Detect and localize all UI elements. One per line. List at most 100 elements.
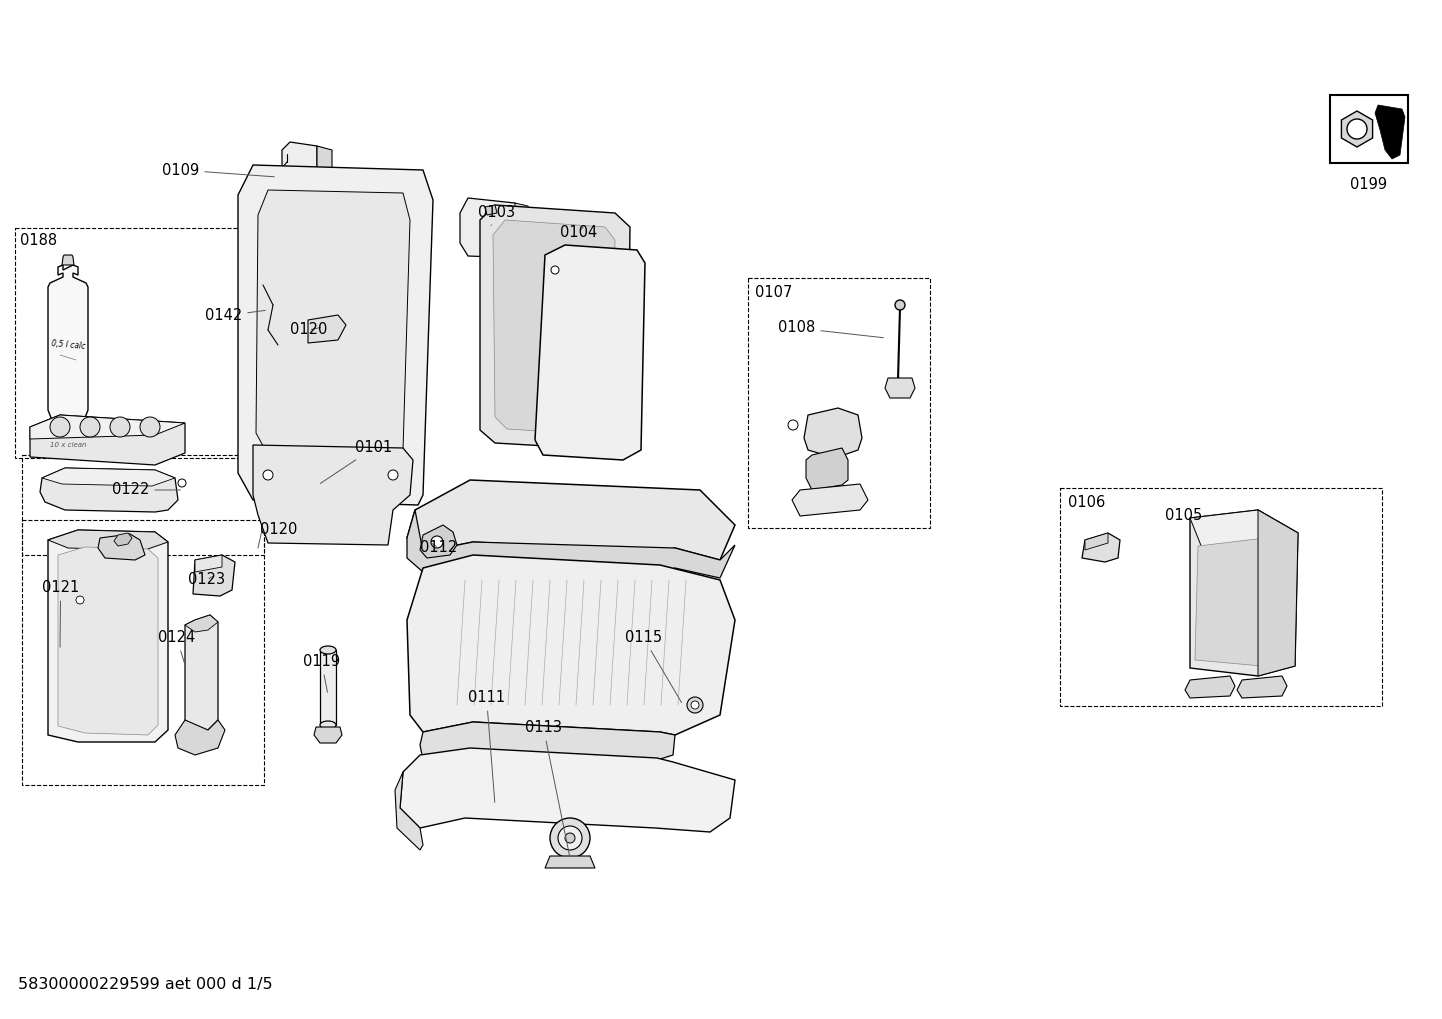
Text: 0109: 0109 [162, 162, 274, 177]
Polygon shape [535, 245, 645, 460]
Bar [1330, 95, 1407, 163]
Circle shape [110, 417, 130, 437]
Circle shape [691, 701, 699, 709]
Polygon shape [515, 203, 531, 223]
Circle shape [558, 826, 583, 850]
Polygon shape [309, 315, 346, 343]
Polygon shape [480, 205, 630, 450]
Polygon shape [185, 615, 218, 730]
Polygon shape [174, 720, 225, 755]
Text: 0120: 0120 [290, 322, 327, 337]
Polygon shape [885, 378, 916, 398]
Polygon shape [195, 555, 222, 572]
Circle shape [177, 479, 186, 487]
Text: 0115: 0115 [624, 631, 682, 703]
Circle shape [549, 818, 590, 858]
Polygon shape [407, 480, 735, 560]
Polygon shape [1376, 105, 1405, 159]
Circle shape [388, 470, 398, 480]
Polygon shape [185, 615, 218, 632]
Circle shape [76, 596, 84, 604]
Circle shape [895, 300, 906, 310]
Polygon shape [399, 748, 735, 832]
Polygon shape [257, 190, 410, 460]
Polygon shape [515, 228, 531, 250]
Circle shape [551, 266, 559, 274]
Polygon shape [114, 533, 133, 546]
Polygon shape [407, 555, 735, 735]
Text: 0142: 0142 [205, 309, 265, 323]
Polygon shape [1195, 538, 1291, 666]
Text: 0123: 0123 [187, 573, 225, 588]
Polygon shape [317, 146, 332, 210]
Polygon shape [1084, 533, 1107, 550]
Text: 0199: 0199 [1351, 177, 1387, 192]
Bar [14, 228, 262, 458]
Polygon shape [30, 415, 185, 439]
Polygon shape [48, 530, 169, 550]
Polygon shape [545, 856, 596, 868]
Text: 0103: 0103 [477, 205, 515, 225]
Polygon shape [40, 468, 177, 512]
Polygon shape [58, 547, 159, 735]
Text: 10 x clean: 10 x clean [50, 442, 87, 448]
Text: 0121: 0121 [42, 581, 79, 647]
Polygon shape [1341, 111, 1373, 147]
Circle shape [50, 417, 71, 437]
Polygon shape [407, 510, 735, 578]
Polygon shape [48, 265, 88, 423]
Polygon shape [1257, 510, 1298, 676]
Polygon shape [1190, 510, 1298, 676]
Polygon shape [62, 255, 74, 265]
Circle shape [1347, 119, 1367, 139]
Text: 0105: 0105 [1165, 508, 1203, 523]
Polygon shape [460, 198, 521, 258]
Polygon shape [98, 534, 146, 560]
Text: 0113: 0113 [525, 720, 570, 855]
Ellipse shape [320, 721, 336, 729]
Polygon shape [42, 468, 174, 486]
Polygon shape [30, 415, 185, 465]
Polygon shape [806, 448, 848, 490]
Text: 0,5 l calc: 0,5 l calc [50, 339, 85, 351]
Polygon shape [485, 205, 497, 215]
Text: 0188: 0188 [20, 233, 58, 248]
Bar [748, 278, 930, 528]
Bar [1060, 488, 1381, 706]
Polygon shape [1237, 676, 1288, 698]
Polygon shape [493, 220, 614, 435]
Polygon shape [1082, 533, 1120, 562]
Bar [22, 455, 264, 555]
Text: 0120: 0120 [260, 522, 297, 537]
Text: 0107: 0107 [756, 285, 792, 300]
Text: 0122: 0122 [112, 483, 180, 497]
Polygon shape [320, 650, 336, 725]
Text: 0112: 0112 [420, 540, 457, 555]
Polygon shape [238, 165, 433, 505]
Ellipse shape [320, 646, 336, 654]
Text: 0111: 0111 [469, 691, 505, 802]
Text: 0108: 0108 [779, 321, 884, 337]
Text: 0106: 0106 [1069, 495, 1105, 510]
Text: 0104: 0104 [559, 224, 597, 239]
Polygon shape [1190, 510, 1298, 548]
Polygon shape [193, 555, 235, 596]
Text: 0119: 0119 [303, 654, 340, 692]
Polygon shape [48, 530, 169, 742]
Circle shape [686, 697, 704, 713]
Circle shape [79, 417, 99, 437]
Polygon shape [792, 484, 868, 516]
Polygon shape [420, 722, 675, 760]
Text: 0101: 0101 [320, 440, 392, 483]
Circle shape [565, 833, 575, 843]
Text: 58300000229599 aet 000 d 1/5: 58300000229599 aet 000 d 1/5 [17, 977, 273, 993]
Polygon shape [805, 408, 862, 458]
Circle shape [262, 470, 273, 480]
Circle shape [431, 536, 443, 548]
Polygon shape [420, 525, 457, 558]
Polygon shape [252, 445, 412, 545]
Bar [22, 520, 264, 785]
Polygon shape [283, 142, 317, 207]
Text: 0124: 0124 [159, 631, 195, 665]
Circle shape [787, 420, 797, 430]
